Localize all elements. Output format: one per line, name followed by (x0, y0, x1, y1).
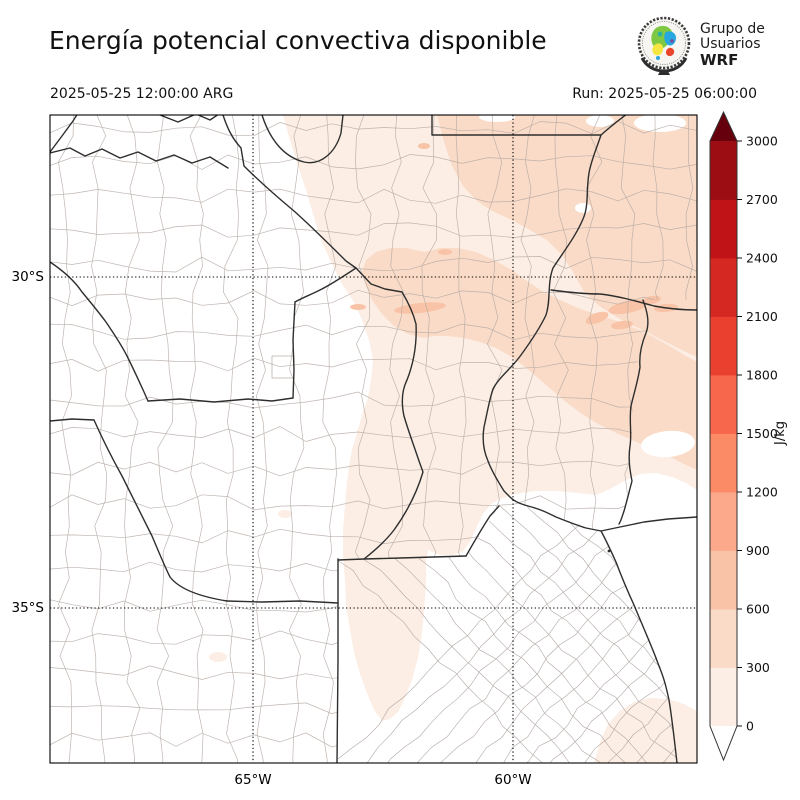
lon-tick-60w: 60°W (494, 772, 531, 788)
lat-lon-gridlines (50, 115, 697, 763)
colorbar-segment (710, 550, 737, 610)
department-line (58, 115, 75, 763)
department-line (50, 494, 697, 511)
lat-tick-30s: 30°S (12, 269, 45, 285)
colorbar-segment (710, 141, 737, 200)
department-line (288, 115, 305, 763)
department-line (50, 357, 697, 374)
department-line (465, 506, 677, 763)
globe-logo-icon (637, 16, 691, 75)
department-line (322, 115, 337, 763)
colorbar-tick-label: 2100 (746, 309, 778, 324)
wrf-users-group-logo: Grupo de Usuarios WRF (636, 14, 796, 76)
department-line (50, 323, 697, 341)
department-line (338, 506, 585, 763)
colorbar-tick-label: 1200 (746, 485, 778, 500)
lon-tick-65w: 65°W (234, 772, 271, 788)
colorbar-tick-label: 3000 (746, 134, 778, 149)
colorbar-segment (710, 316, 737, 376)
department-line (50, 391, 697, 409)
department-line (50, 289, 697, 307)
department-line (682, 520, 800, 800)
colorbar-segment (710, 375, 737, 434)
department-line (492, 520, 677, 763)
department-line (338, 519, 637, 763)
valid-time-label: 2025-05-25 12:00:00 ARG (50, 86, 234, 102)
department-line (255, 115, 269, 763)
department-line (50, 459, 697, 477)
lat-tick-35s: 35°S (12, 600, 45, 616)
department-line (437, 520, 677, 763)
page-title: Energía potencial convectiva disponible (49, 26, 547, 55)
department-line (124, 115, 141, 763)
department-line (338, 521, 584, 763)
department-line (338, 518, 663, 763)
colorbar-tick-label: 300 (746, 660, 770, 675)
colorbar-tick-label: 600 (746, 602, 770, 617)
department-line (91, 115, 108, 763)
colorbar-under-arrow (710, 726, 737, 760)
logo-text-wrf: WRF (700, 51, 739, 70)
colorbar-segment (710, 199, 737, 259)
department-line (50, 188, 697, 204)
department-line (50, 120, 697, 137)
colorbar-tick-label: 900 (746, 543, 770, 558)
colorbar-tick-label: 1800 (746, 368, 778, 383)
department-line (50, 426, 697, 442)
colorbar-over-arrow (710, 112, 737, 141)
province-borders (50, 115, 697, 763)
colorbar: 0 300 600 900 1200 1500 1800 2100 2400 2700 3000 J/… (709, 110, 788, 762)
colorbar-segment (710, 433, 737, 493)
department-line (189, 115, 205, 763)
colorbar-tick-label: 2700 (746, 192, 778, 207)
department-line (50, 256, 697, 273)
run-time-label: Run: 2025-05-25 06:00:00 (572, 86, 757, 102)
department-line (50, 154, 697, 170)
department-line (438, 506, 677, 763)
department-line (684, 468, 800, 773)
department-line (222, 115, 240, 763)
map-frame (49, 114, 698, 764)
colorbar-tick-label: 2400 (746, 251, 778, 266)
department-line (338, 506, 558, 763)
colorbar-tick-label: 0 (746, 719, 754, 734)
colorbar-unit-label: J/kg (773, 421, 788, 446)
department-line (338, 519, 609, 763)
cape-shading-field (209, 115, 697, 763)
department-line (463, 516, 677, 763)
department-line (156, 115, 174, 763)
colorbar-tick-label: 1500 (746, 426, 778, 441)
colorbar-segment (710, 258, 737, 317)
colorbar-segment (710, 667, 737, 727)
colorbar-segment (710, 609, 737, 668)
department-line (411, 519, 677, 763)
colorbar-segment (710, 492, 737, 551)
department-line (50, 222, 697, 238)
logo-text-line1: Grupo de (700, 20, 765, 37)
logo-text-line2: Usuarios (700, 35, 761, 52)
